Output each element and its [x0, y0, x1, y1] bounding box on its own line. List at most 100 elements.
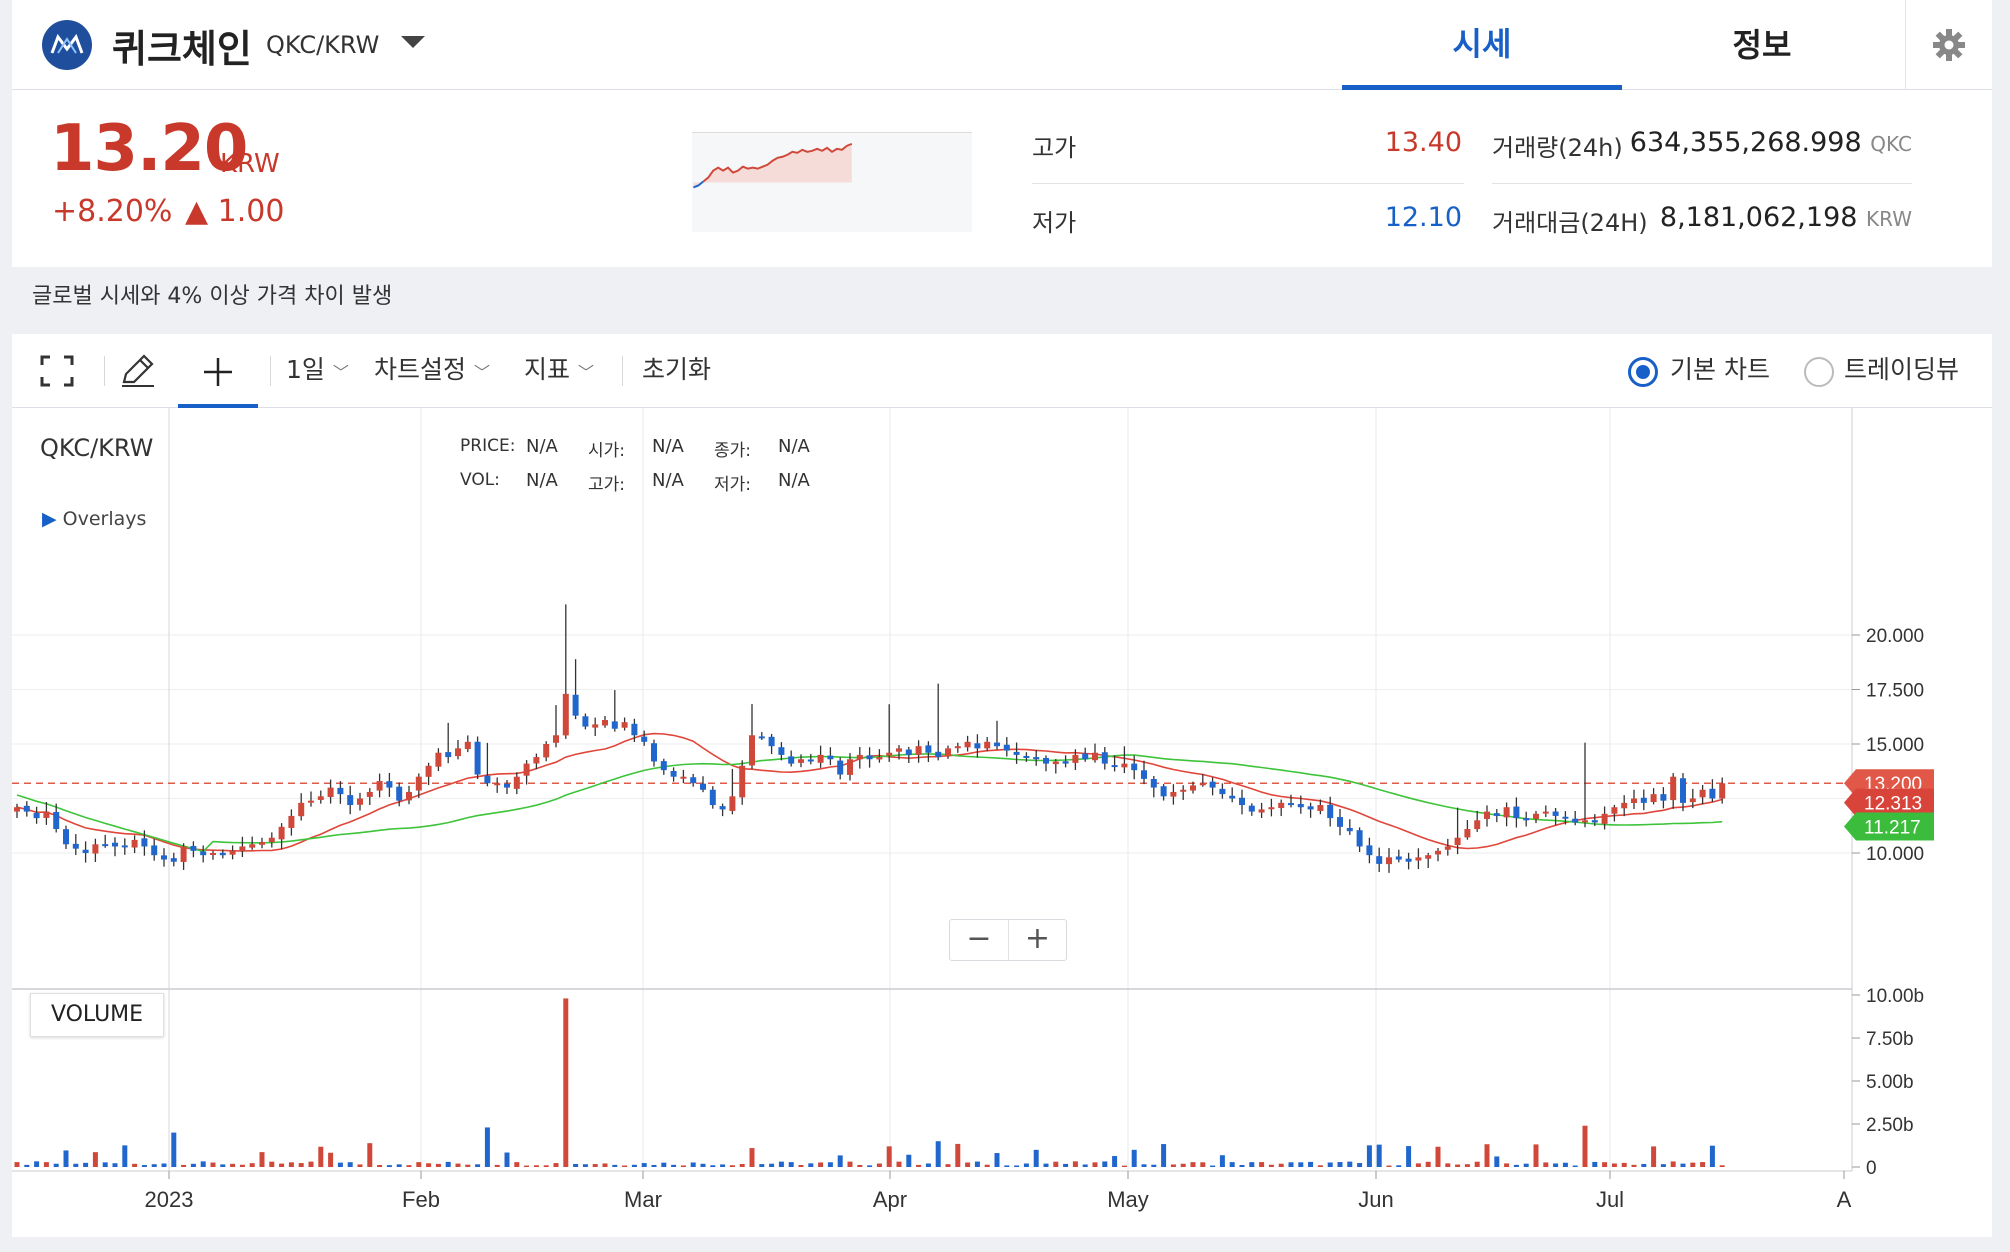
volume-bar	[1317, 1165, 1323, 1167]
candle-body	[925, 745, 932, 753]
volume-bar	[661, 1162, 667, 1167]
low-label: 저가	[1032, 209, 1077, 237]
candle-body	[308, 800, 314, 803]
volume-bar	[1229, 1162, 1235, 1167]
candle-body	[1131, 763, 1138, 771]
volume-bar	[798, 1165, 804, 1167]
volume-bar	[622, 1165, 628, 1167]
volume-bar	[475, 1164, 481, 1167]
volume-bar	[1014, 1165, 1020, 1167]
zoom-in-button[interactable]: +	[1008, 920, 1066, 960]
volume-bar	[1719, 1165, 1725, 1167]
candle-body	[1444, 846, 1451, 850]
high-value: 13.40	[1384, 127, 1462, 158]
gear-icon	[1933, 29, 1965, 61]
volume-bar	[1259, 1162, 1265, 1167]
tab-price[interactable]: 시세	[1342, 0, 1622, 90]
candle-body	[974, 743, 981, 749]
volume-bar	[1366, 1145, 1372, 1167]
candle-body	[141, 838, 148, 847]
volume-bar	[210, 1162, 216, 1167]
volume-bar	[641, 1163, 647, 1167]
crosshair-button[interactable]	[178, 334, 258, 408]
candle-body	[1092, 752, 1098, 761]
vol-readout-label: VOL:	[460, 470, 500, 490]
volume-bar	[1112, 1156, 1118, 1167]
candle-body	[876, 757, 883, 760]
y-tick-label: 15.000	[1866, 735, 1924, 756]
volume-bar	[592, 1164, 598, 1167]
volume-bar	[1278, 1163, 1284, 1167]
candle-body	[1337, 817, 1343, 827]
candle-body	[1356, 830, 1363, 847]
candle-body	[768, 736, 775, 747]
candle-body	[268, 837, 275, 843]
candle-body	[1709, 788, 1716, 799]
candle-body	[1288, 803, 1294, 806]
volume-bar	[1474, 1161, 1480, 1167]
volume-bar	[102, 1162, 108, 1167]
candle-body	[1552, 811, 1559, 816]
candle-body	[827, 755, 834, 760]
candle-body	[357, 798, 363, 805]
reset-button[interactable]: 초기화	[642, 355, 712, 384]
volume-bar	[92, 1152, 98, 1167]
fullscreen-icon[interactable]	[40, 355, 74, 387]
volume-bar	[1406, 1146, 1412, 1167]
header-bar: 퀴크체인 QKC/KRW 시세 정보	[12, 0, 1992, 90]
volume-bar	[1180, 1163, 1186, 1167]
chart-settings-dropdown[interactable]: 차트설정 ﹀	[374, 355, 490, 384]
candle-body	[406, 791, 412, 801]
volume-bar	[1141, 1164, 1147, 1167]
coin-name: 퀴크체인	[112, 27, 252, 71]
candle-body	[1680, 778, 1686, 803]
volume-bar	[83, 1162, 89, 1167]
tradingview-radio[interactable]	[1804, 357, 1834, 387]
tradingview-label[interactable]: 트레이딩뷰	[1844, 355, 1960, 384]
volume-bar	[1298, 1162, 1304, 1167]
volume-bar	[700, 1163, 706, 1167]
basic-chart-label[interactable]: 기본 차트	[1670, 355, 1770, 384]
volume-bar	[132, 1163, 138, 1167]
price-chart[interactable]: 20.000 17.500 15.000 10.000 10.00b 7.50b 5.00b…	[12, 408, 1992, 1237]
zoom-out-button[interactable]: −	[966, 921, 992, 956]
volume-bar	[269, 1161, 275, 1167]
candle-body	[239, 846, 246, 852]
candle-body	[435, 752, 442, 767]
candle-body	[1699, 789, 1706, 798]
volume-bar	[1200, 1162, 1206, 1167]
volume-bar	[514, 1162, 520, 1167]
settings-button[interactable]	[1905, 0, 1992, 90]
candle-body	[553, 735, 559, 743]
candle-body	[1660, 794, 1667, 801]
candle-body	[504, 783, 510, 788]
volume-bar	[1376, 1144, 1382, 1167]
volume-bar	[151, 1164, 157, 1167]
volume-tick-label: 2.50b	[1866, 1115, 1914, 1136]
candle-body	[915, 746, 922, 755]
overlays-toggle[interactable]: ▶ Overlays	[42, 508, 147, 530]
volume-bar	[739, 1164, 745, 1167]
volume-bar	[1102, 1161, 1108, 1167]
volume-bar	[1033, 1149, 1039, 1167]
candle-body	[82, 849, 89, 853]
volume-bar	[1572, 1165, 1578, 1167]
volume-bar	[1523, 1163, 1529, 1167]
chevron-down-icon[interactable]	[399, 33, 427, 51]
pencil-icon[interactable]	[120, 354, 156, 388]
candle-body	[1072, 754, 1079, 763]
candle-body	[1474, 820, 1481, 830]
divider	[622, 356, 623, 386]
volume-bar	[1435, 1146, 1441, 1167]
interval-dropdown[interactable]: 1일 ﹀	[286, 355, 349, 384]
volume-bar	[426, 1163, 432, 1167]
volume-label: 거래량(24h)	[1492, 134, 1623, 162]
volume-bar	[945, 1164, 951, 1167]
tab-info[interactable]: 정보	[1732, 26, 1792, 64]
candle-body	[680, 776, 687, 779]
candle-body	[1621, 802, 1628, 809]
basic-chart-radio[interactable]	[1628, 357, 1658, 387]
candle-body	[1435, 850, 1441, 855]
divider	[1492, 183, 1912, 184]
indicators-dropdown[interactable]: 지표 ﹀	[524, 355, 594, 384]
